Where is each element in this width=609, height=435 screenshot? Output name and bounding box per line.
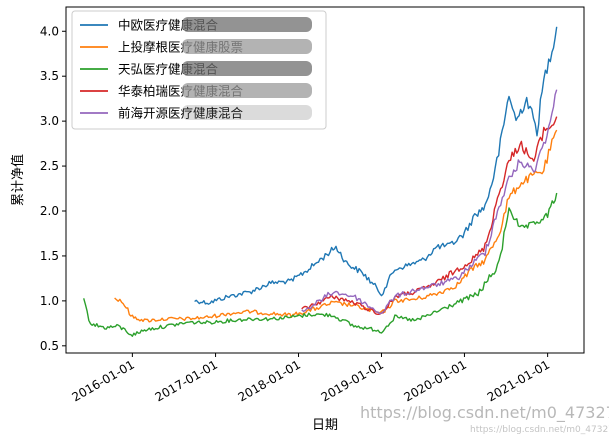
y-tick-label: 1.0 <box>40 294 59 308</box>
legend-redaction <box>182 83 312 98</box>
legend-entry-label: 前海开源医疗健康混合 <box>118 106 244 121</box>
y-tick-label: 2.5 <box>40 159 59 173</box>
watermark-small-text: https://blog.csdn.net/m0_4732716 <box>470 425 609 435</box>
series-layer <box>83 26 558 337</box>
y-tick-label: 3.0 <box>40 114 59 128</box>
y-tick-label: 1.5 <box>40 249 59 263</box>
watermark-text: https://blog.csdn.net/m0_47327165 <box>360 403 609 423</box>
series-line-5 <box>301 89 558 315</box>
series-line-1 <box>194 26 558 305</box>
x-axis-label: 日期 <box>312 418 338 433</box>
series-line-3 <box>83 192 558 337</box>
axes-frame <box>65 6 585 354</box>
y-axis-label: 累计净值 <box>10 154 26 206</box>
y-tick-label: 4.0 <box>40 24 59 38</box>
legend-redaction <box>182 61 312 76</box>
legend-redaction <box>182 105 312 120</box>
y-tick-label: 0.5 <box>40 339 59 353</box>
series-line-2 <box>114 129 558 323</box>
y-axis: 0.5 1.0 1.5 2.0 2.5 3.0 3.5 4.0 <box>40 24 66 353</box>
legend-redaction <box>182 39 312 54</box>
legend: 中欧医疗健康混合上投摩根医疗健康股票天弘医疗健康混合华泰柏瑞医疗健康混合前海开源… <box>71 10 327 130</box>
legend-redaction <box>182 17 312 32</box>
y-tick-label: 3.5 <box>40 69 59 83</box>
series-line-4 <box>301 116 558 315</box>
y-tick-label: 2.0 <box>40 204 59 218</box>
